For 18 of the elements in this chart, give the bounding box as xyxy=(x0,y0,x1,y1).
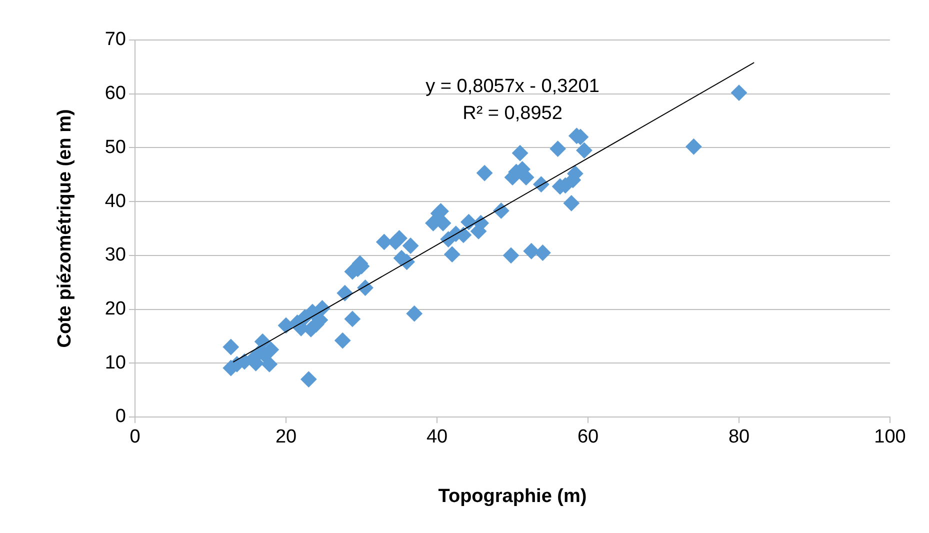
y-tick-label: 70 xyxy=(104,29,126,50)
y-tick-label: 10 xyxy=(104,352,126,374)
x-tick-label: 100 xyxy=(874,426,906,448)
x-tick-label: 20 xyxy=(275,426,297,448)
x-tick-label: 40 xyxy=(426,426,448,448)
x-tick-label: 60 xyxy=(577,426,599,448)
y-tick-label: 0 xyxy=(115,406,126,428)
x-axis-title: Topographie (m) xyxy=(438,486,587,507)
y-tick-label: 50 xyxy=(104,136,126,158)
y-tick-label: 20 xyxy=(104,298,126,320)
annotation: R² = 0,8952 xyxy=(462,103,562,124)
y-tick-label: 30 xyxy=(104,244,126,266)
y-tick-label: 40 xyxy=(104,190,126,212)
annotation: y = 0,8057x - 0,3201 xyxy=(426,76,600,98)
x-tick-label: 0 xyxy=(130,426,140,448)
y-tick-label: 60 xyxy=(104,83,126,104)
x-tick-label: 80 xyxy=(728,426,750,448)
y-axis-title: Cote piézométrique (en m) xyxy=(54,109,76,348)
